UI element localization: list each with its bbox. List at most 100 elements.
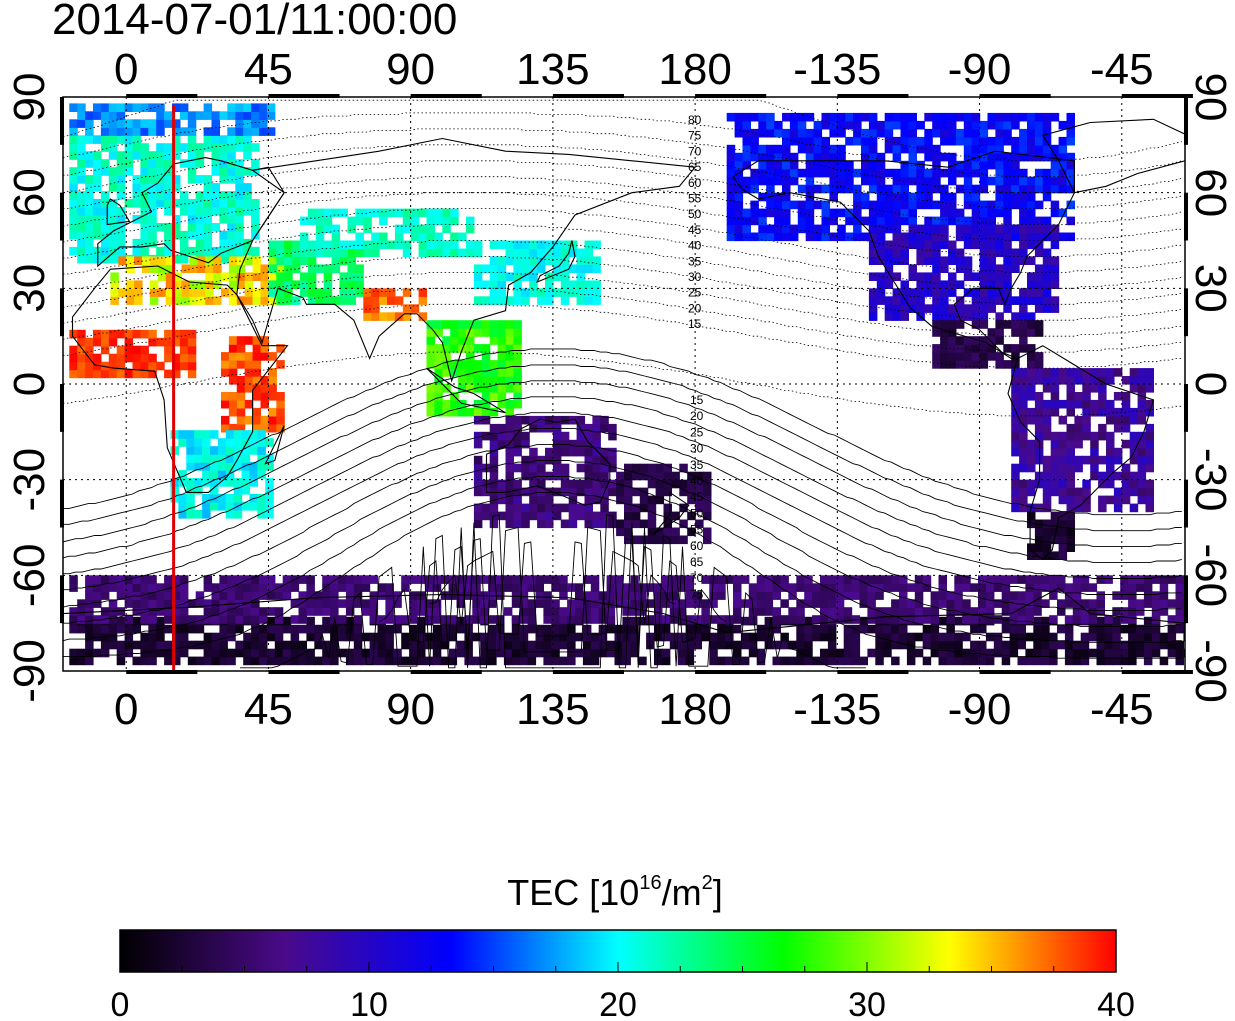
tec-cell-antarctica [962,632,971,642]
tec-cell-north-america [821,232,830,242]
tec-cell-asia [458,248,467,258]
tec-cell-southern-ocean [796,615,805,624]
tec-cell-north-america [900,192,909,202]
tec-cell-north-america [963,168,973,178]
tec-cell-southern-ocean [796,575,805,584]
tec-cell-north-america [1066,184,1075,194]
tec-cell-mediterranean [213,296,222,305]
tec-cell-europe [100,191,110,200]
tec-cell-antarctica [290,656,300,666]
tec-cell-south-america [1106,455,1115,465]
tec-cell-antarctica [843,624,853,634]
tec-cell-north-america [876,184,886,194]
tec-cell-southern-africa [194,446,203,455]
tec-cell-antarctica [488,656,497,666]
tec-cell-australia [513,431,522,441]
tec-cell-europe [211,151,220,160]
tec-cell-north-america [908,128,917,138]
tec-cell-usa [987,256,996,265]
tec-cell-antarctica [432,648,442,658]
tec-cell-north-america [908,216,917,226]
tec-cell-antarctica [179,632,189,642]
tec-cell-north-america [948,168,957,178]
tec-cell-europe [203,135,213,144]
tec-cell-southern-ocean [835,615,845,624]
tec-cell-southeast-asia [450,360,459,369]
tec-cell-australia [489,423,499,433]
tec-cell-europe [140,151,149,160]
tec-cell-southern-ocean [282,583,292,592]
tec-cell-east-africa [268,392,277,401]
tec-cell-southern-africa [241,462,251,471]
tec-cell-middle-east [284,264,293,273]
tec-cell-southern-ocean [535,599,544,608]
tec-cell-mediterranean [260,280,269,289]
tec-cell-north-america [971,152,981,162]
tec-cell-europe [219,175,228,184]
tec-cell-usa [995,224,1004,234]
tec-cell-europe [251,215,260,224]
tec-cell-north-america [742,136,751,146]
tec-cell-north-america [955,208,965,218]
tec-cell-asia [450,248,459,258]
frame-bar-y [1184,97,1188,145]
tec-cell-usa [876,248,886,258]
tec-cell-southeast-asia [489,407,499,417]
tec-cell-australia [592,495,601,505]
tec-cell-australia [489,439,499,449]
tec-cell-patagonia [1066,535,1075,545]
tec-cell-asia [426,208,435,218]
tec-cell-southern-ocean [796,599,805,608]
tec-cell-southern-ocean [1120,607,1129,616]
tec-cell-southern-ocean [519,599,529,608]
tec-cell-pacific-sw [695,487,704,497]
tec-cell-south-america [1019,503,1028,513]
tec-cell-mediterranean [181,288,190,297]
tec-cell-southern-ocean [322,575,331,584]
tec-cell-antarctica [85,632,94,642]
tec-cell-southern-ocean [227,607,236,616]
tec-cell-south-america [1074,431,1083,441]
tec-cell-east-africa [260,423,269,433]
tec-cell-north-america [782,176,791,186]
tec-cell-southern-ocean [369,575,379,584]
tec-cell-north-america [868,144,878,154]
tec-cell-mediterranean [252,288,262,297]
tec-cell-southern-ocean [1049,591,1058,600]
tec-cell-antarctica [582,640,592,650]
tec-cell-australia [584,423,593,433]
tec-cell-north-america [734,176,744,186]
tec-cell-australia [545,471,554,481]
tec-cell-east-asia [489,280,499,289]
tec-cell-antarctica [480,656,489,666]
tec-cell-north-africa [100,369,110,379]
tec-cell-southern-ocean [124,615,134,624]
tec-cell-europe [227,167,236,176]
tec-cell-antarctica [756,656,766,666]
tec-cell-north-africa [108,361,118,371]
tec-cell-antarctica [448,624,458,634]
tec-cell-arctic-atlantic [187,111,197,120]
tec-cell-southern-ocean [511,615,521,624]
tec-cell-antarctica [511,640,521,650]
tec-cell-australia [560,439,570,449]
tec-cell-central-america [1011,344,1020,353]
tec-cell-antarctica [330,640,339,650]
tec-cell-southern-ocean [1136,583,1145,592]
tec-cell-south-america [1145,495,1154,505]
tec-cell-southern-ocean [630,591,639,600]
tec-cell-southern-ocean [1143,591,1153,600]
tec-cell-antarctica [559,632,568,642]
tec-cell-north-america [1019,152,1028,162]
tec-cell-europe [93,207,102,216]
tec-cell-southern-ocean [298,615,307,624]
tec-cell-southern-ocean [1017,575,1026,584]
tec-cell-europe [211,143,220,152]
tec-cell-east-africa [228,352,238,361]
tec-cell-north-america [940,136,949,146]
tec-cell-europe [77,246,86,256]
tec-cell-antarctica [266,616,276,626]
tec-cell-south-america [1058,376,1068,385]
tec-cell-antarctica [772,656,781,666]
tec-cell-southern-ocean [290,583,300,592]
